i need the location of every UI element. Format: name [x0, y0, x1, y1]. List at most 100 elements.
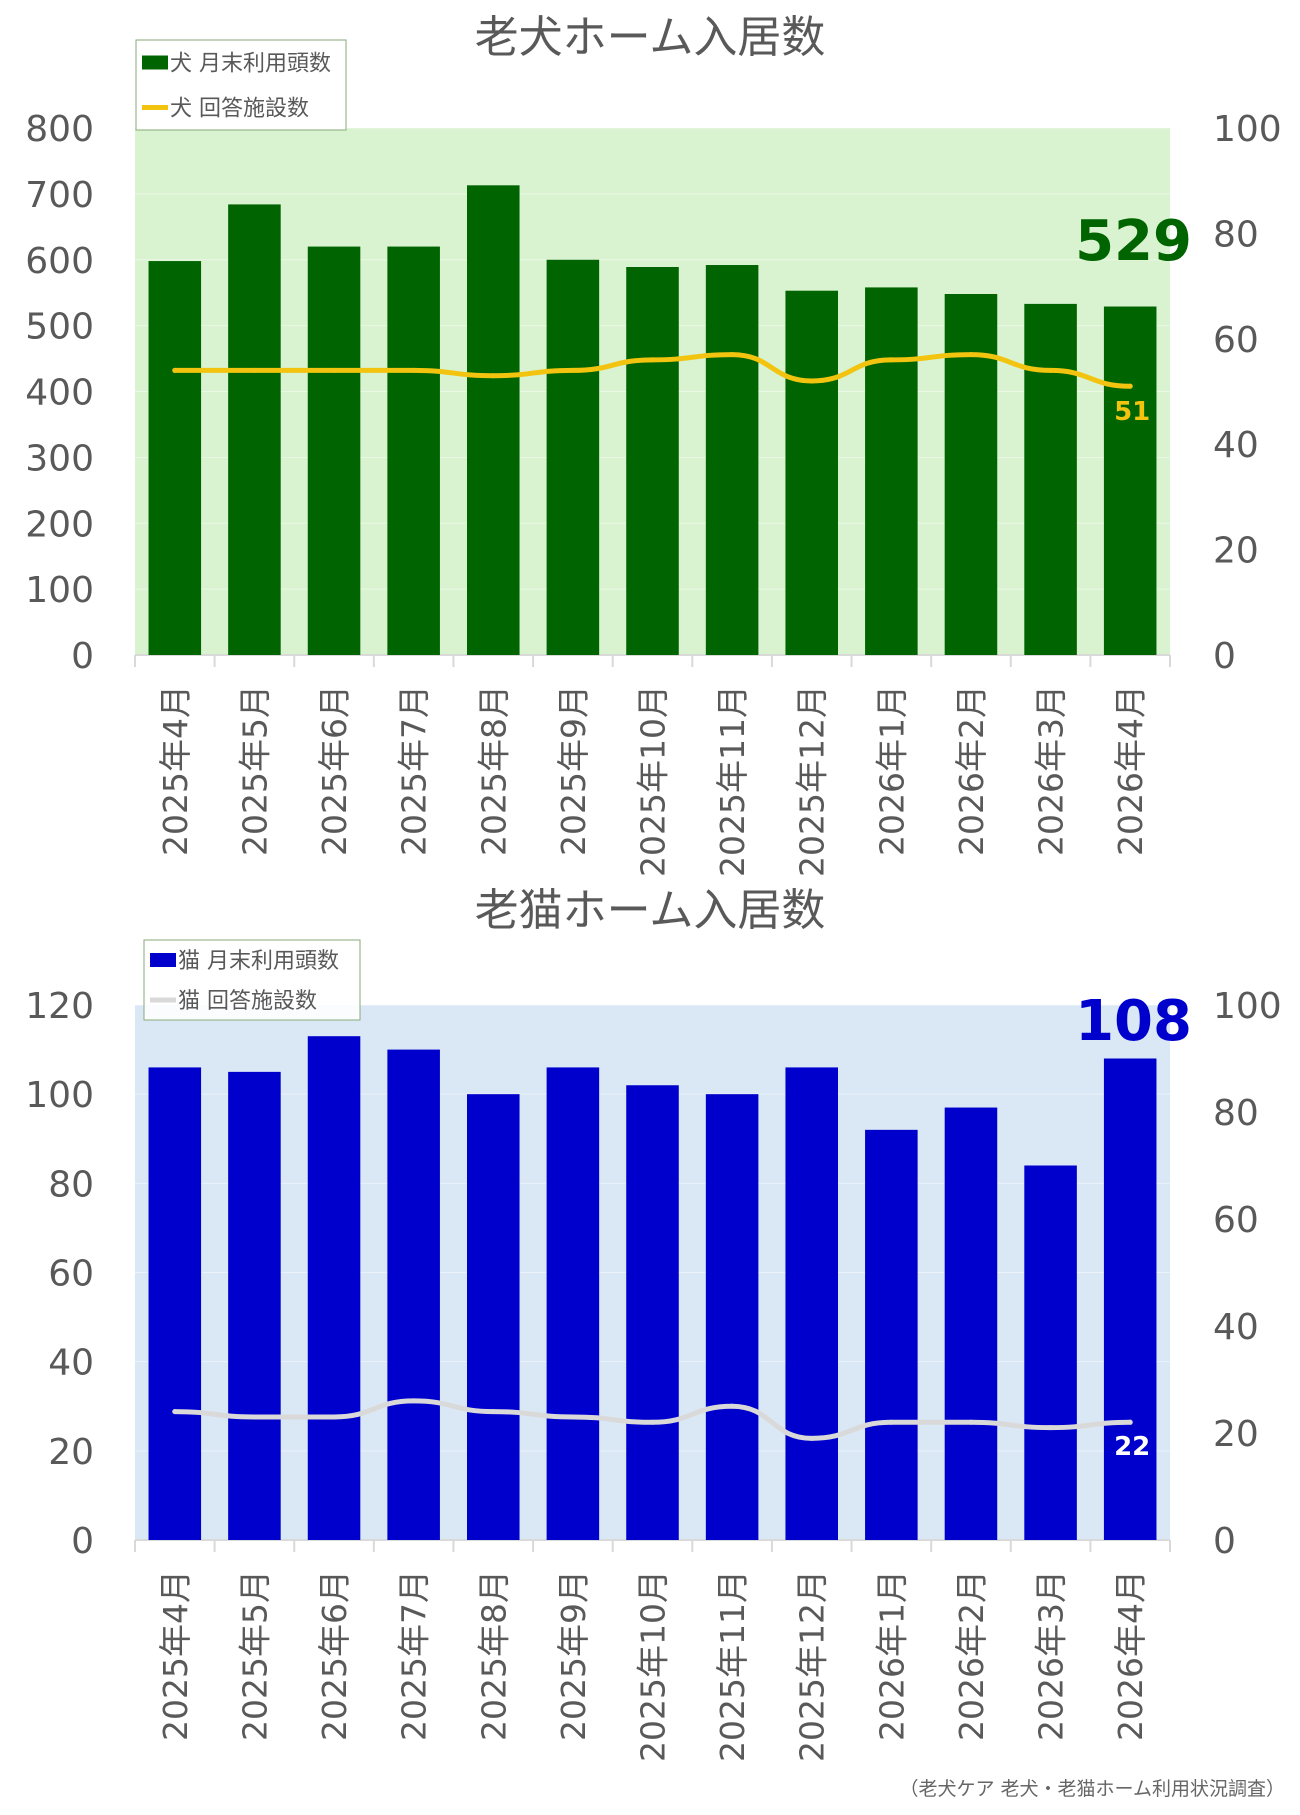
bar-7	[626, 266, 679, 655]
bar-3	[307, 246, 361, 655]
y-left-tick-label: 600	[25, 241, 94, 282]
x-tick-label: 2026年1月	[872, 685, 911, 856]
bar-1	[148, 1067, 202, 1540]
line-point-3	[331, 367, 337, 373]
bar-3	[307, 1036, 361, 1540]
x-tick-label: 2025年11月	[713, 685, 752, 877]
line-point-10	[888, 1419, 894, 1425]
bar-2	[228, 204, 281, 656]
y-right-tick-label: 100	[1213, 986, 1282, 1027]
bar-13	[1103, 1058, 1157, 1540]
legend-box	[135, 39, 347, 131]
bar-last-value-callout: 108	[1075, 989, 1192, 1054]
x-tick-label: 2026年3月	[1032, 1570, 1071, 1741]
y-right-tick-label: 60	[1213, 1200, 1259, 1241]
chart-title: 老犬ホーム入居数	[475, 12, 826, 63]
x-tick-label: 2026年3月	[1032, 685, 1071, 856]
x-tick-label: 2025年9月	[554, 1570, 593, 1741]
x-tick-label: 2025年9月	[554, 685, 593, 856]
y-right-tick-label: 80	[1213, 214, 1259, 255]
line-point-10	[888, 357, 894, 363]
bar-7	[626, 1085, 679, 1540]
line-point-5	[490, 1409, 496, 1415]
line-point-8	[729, 352, 735, 358]
bar-9	[785, 290, 839, 655]
line-point-11	[968, 1419, 974, 1425]
x-tick-label: 2026年4月	[1111, 685, 1150, 856]
line-point-11	[968, 352, 974, 358]
x-tick-label: 2026年4月	[1111, 1570, 1150, 1741]
x-tick-label: 2025年12月	[793, 685, 832, 877]
y-right-tick-label: 20	[1213, 1414, 1259, 1455]
y-left-tick-label: 0	[71, 636, 94, 677]
y-left-tick-label: 120	[25, 986, 94, 1027]
dog-home-chart: 老犬ホーム入居数 0 100 200 300 400 500 600 700 800 0 20 40 60…	[25, 12, 1281, 877]
y-right-tick-label: 80	[1213, 1093, 1259, 1134]
line-point-9	[809, 1435, 815, 1441]
line-point-12	[1048, 367, 1054, 373]
bar-10	[865, 1129, 918, 1540]
x-tick-label: 2025年7月	[395, 685, 434, 856]
y-right-tick-label: 20	[1213, 531, 1259, 572]
legend-swatch-bar	[150, 953, 176, 967]
line-point-6	[570, 1414, 576, 1420]
bar-5	[466, 185, 520, 655]
x-tick-label: 2025年7月	[395, 1570, 434, 1741]
y-left-tick-label: 20	[48, 1432, 94, 1473]
legend-label-bar: 犬 月末利用頭数	[170, 52, 331, 77]
legend-swatch-bar	[142, 55, 168, 70]
bar-11	[944, 1107, 998, 1540]
x-tick-label: 2026年1月	[872, 1570, 911, 1741]
bar-6	[546, 1067, 600, 1540]
legend-label-line: 猫 回答施設数	[178, 989, 317, 1014]
bar-1	[148, 261, 202, 655]
bar-13	[1103, 306, 1157, 655]
y-left-tick-label: 100	[25, 570, 94, 611]
line-last-value-callout: 22	[1114, 1432, 1150, 1462]
legend-box	[143, 939, 361, 1021]
line-point-7	[650, 1419, 655, 1425]
y-left-tick-label: 80	[48, 1164, 94, 1205]
x-tick-label: 2025年8月	[474, 685, 513, 856]
y-left-tick-label: 300	[25, 438, 94, 479]
bar-12	[1024, 303, 1077, 655]
line-point-8	[729, 1403, 735, 1409]
bar-last-value-callout: 529	[1075, 209, 1192, 274]
line-point-4	[411, 367, 417, 373]
y-right-tick-label: 40	[1213, 1307, 1259, 1348]
line-point-1	[172, 367, 178, 373]
bar-8	[705, 265, 759, 655]
line-point-2	[251, 1414, 257, 1420]
x-tick-label: 2025年10月	[634, 685, 673, 877]
x-tick-label: 2026年2月	[952, 685, 991, 856]
bar-2	[228, 1071, 281, 1540]
bar-9	[785, 1067, 839, 1540]
x-tick-label: 2025年6月	[315, 685, 354, 856]
x-tick-label: 2025年4月	[156, 1570, 195, 1741]
x-tick-label: 2025年12月	[793, 1570, 832, 1762]
y-right-tick-label: 0	[1213, 636, 1236, 677]
line-point-5	[490, 373, 496, 379]
x-tick-label: 2025年5月	[235, 1570, 274, 1741]
y-left-tick-label: 200	[25, 504, 94, 545]
bar-4	[387, 246, 440, 655]
bar-5	[466, 1094, 520, 1540]
line-point-9	[809, 378, 815, 384]
y-right-tick-label: 40	[1213, 425, 1259, 466]
y-right-tick-label: 100	[1213, 109, 1282, 150]
bar-10	[865, 287, 918, 655]
y-left-tick-label: 40	[48, 1343, 94, 1384]
legend-label-line: 犬 回答施設数	[170, 97, 309, 122]
line-point-1	[172, 1409, 178, 1415]
y-right-tick-label: 0	[1213, 1521, 1236, 1562]
line-point-13	[1127, 1419, 1133, 1425]
y-left-tick-label: 0	[71, 1521, 94, 1562]
line-point-2	[251, 367, 257, 373]
chart-title: 老猫ホーム入居数	[475, 885, 826, 936]
bar-11	[944, 294, 998, 655]
y-left-tick-label: 800	[25, 109, 94, 150]
y-left-tick-label: 60	[48, 1254, 94, 1295]
